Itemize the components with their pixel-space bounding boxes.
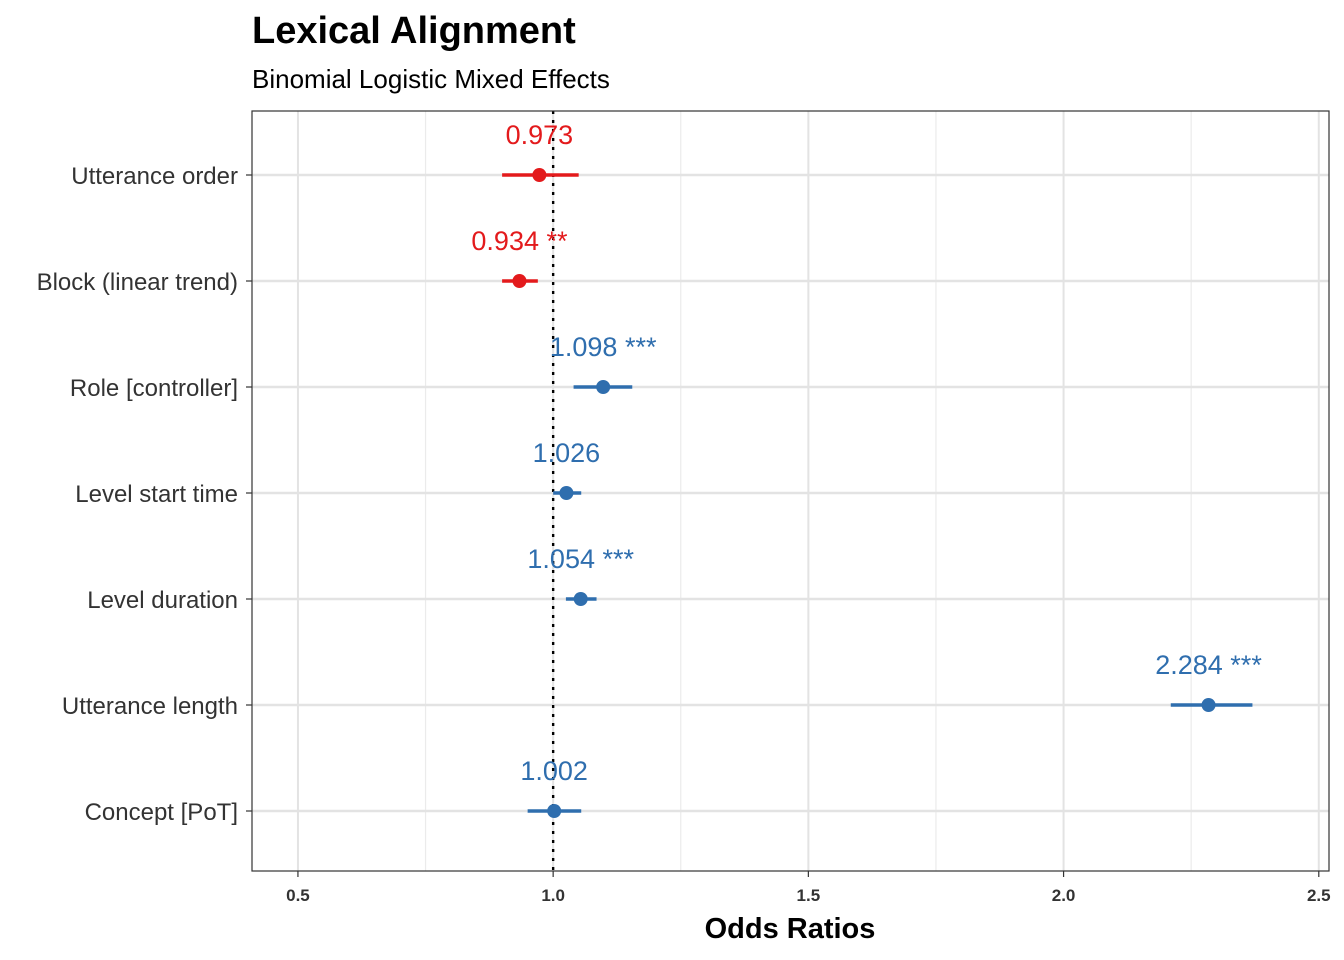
value-label: 1.002	[520, 756, 588, 786]
x-tick-label: 2.0	[1052, 886, 1076, 905]
value-label: 1.026	[533, 438, 601, 468]
y-tick-label: Block (linear trend)	[37, 269, 238, 296]
estimate-point	[1201, 698, 1216, 712]
value-label: 1.098 ***	[550, 332, 657, 362]
estimate-point	[573, 592, 588, 606]
estimate-point	[532, 168, 547, 182]
x-tick-label: 1.5	[797, 886, 821, 905]
x-axis-label: Odds Ratios	[705, 913, 876, 945]
estimate-point	[512, 274, 527, 288]
chart-marks: 0.973 0.934 ** 1.098 *** 1.026 1.054 *** 2.28…	[471, 111, 1262, 871]
value-label: 0.973	[506, 120, 574, 150]
y-tick-label: Level duration	[87, 587, 238, 614]
axes: 0.5 1.0 1.5 2.0 2.5 Utterance order Block (lin…	[37, 163, 1331, 905]
y-tick-label: Level start time	[75, 481, 238, 508]
x-tick-label: 0.5	[286, 886, 310, 905]
estimate-point	[547, 804, 562, 818]
y-tick-label: Concept [PoT]	[85, 799, 238, 826]
value-label: 0.934 **	[471, 226, 568, 256]
estimate-point	[596, 380, 611, 394]
panel-border	[251, 110, 1330, 872]
value-label: 2.284 ***	[1155, 650, 1262, 680]
value-label: 1.054 ***	[527, 544, 634, 574]
grid-lines	[252, 111, 1329, 871]
estimate-point	[559, 486, 574, 500]
y-tick-label: Role [controller]	[70, 375, 238, 402]
x-tick-label: 2.5	[1307, 886, 1331, 905]
chart-subtitle: Binomial Logistic Mixed Effects	[252, 64, 610, 94]
y-tick-label: Utterance order	[71, 163, 238, 190]
x-tick-label: 1.0	[541, 886, 565, 905]
y-tick-label: Utterance length	[62, 693, 238, 720]
chart-title: Lexical Alignment	[252, 10, 576, 52]
